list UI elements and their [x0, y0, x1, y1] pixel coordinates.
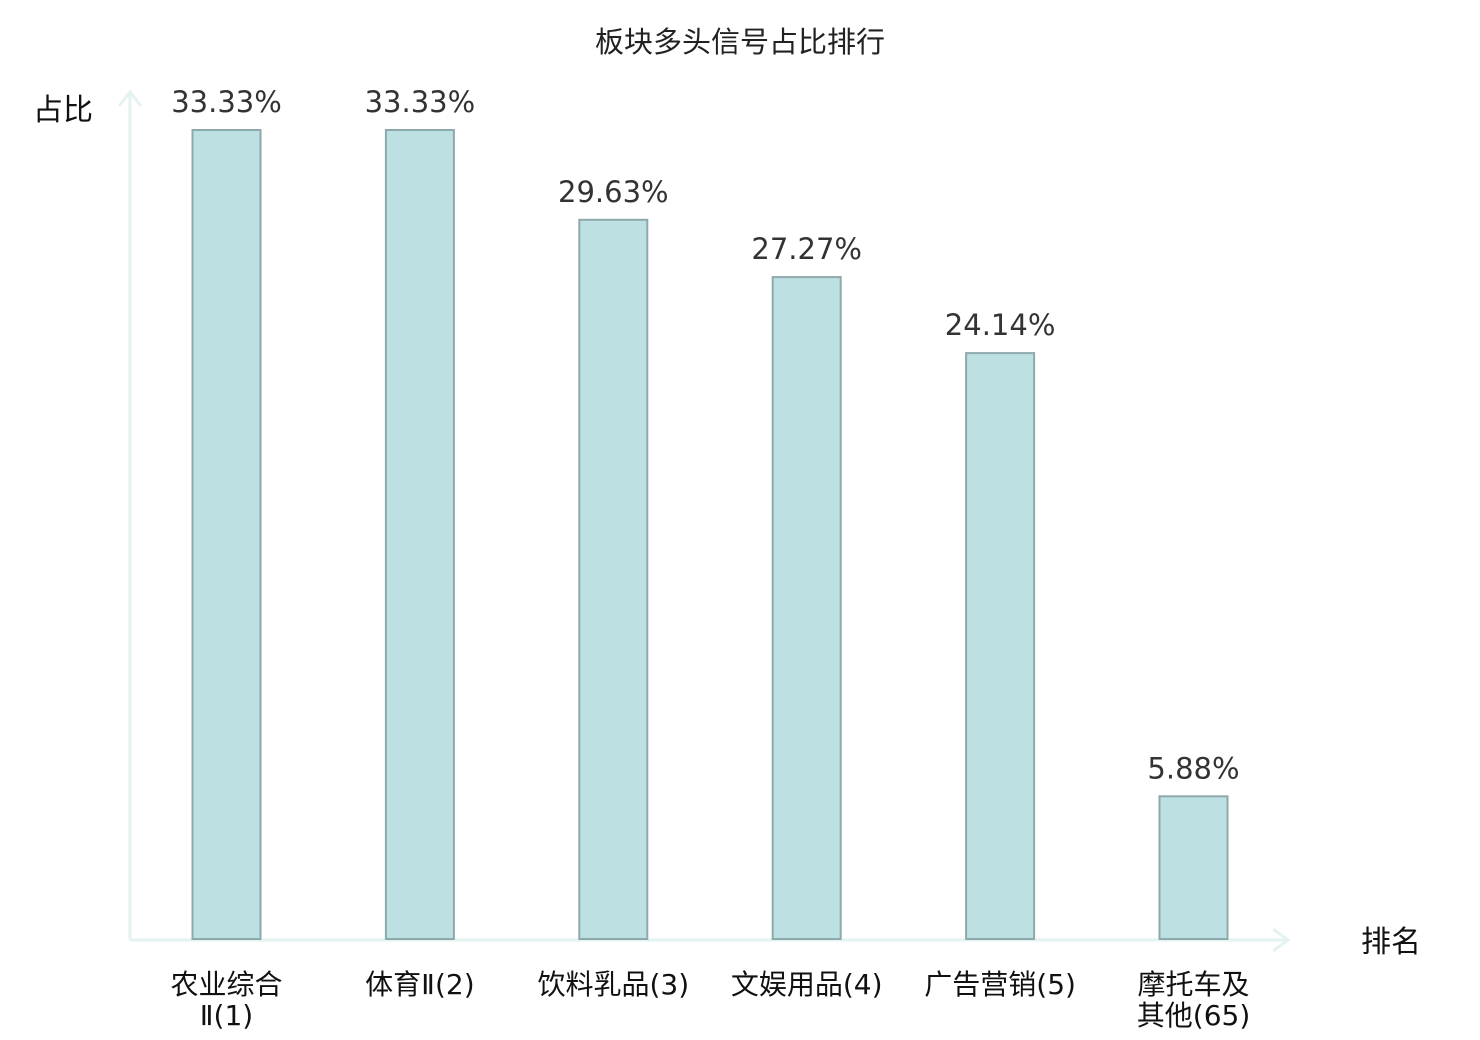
bar-2 [384, 129, 455, 940]
category-label-1-line-1: 农业综合 [170, 968, 282, 1001]
value-labels-group: 33.33% 33.33% 29.63% 27.27% 24.14% 5.88% [171, 85, 1239, 785]
value-label-2: 33.33% [365, 85, 476, 119]
bars-group [191, 129, 1229, 941]
bar-4 [771, 276, 842, 941]
value-label-4: 27.27% [751, 232, 862, 266]
x-axis-label: 排名 [1361, 925, 1421, 960]
value-label-3: 29.63% [558, 175, 669, 209]
chart-title: 板块多头信号占比排行 [595, 25, 885, 59]
bar-3 [578, 218, 649, 941]
y-axis-arrow-icon [117, 89, 143, 107]
category-label-6-line-1: 摩托车及 [1137, 968, 1249, 1001]
category-label-5: 广告营销(5) [924, 968, 1076, 1001]
value-label-5: 24.14% [945, 308, 1056, 342]
category-label-3: 饮料乳品(3) [537, 968, 689, 1001]
value-label-1: 33.33% [171, 85, 282, 119]
category-label-2: 体育Ⅱ(2) [365, 968, 474, 1001]
category-label-6-line-2: 其他(65) [1137, 999, 1251, 1032]
bar-5 [965, 352, 1036, 941]
x-axis-arrow-icon [1272, 927, 1291, 953]
axes [117, 89, 1291, 953]
y-axis-label: 占比 [33, 93, 93, 128]
category-label-1-line-2: Ⅱ(1) [200, 999, 253, 1032]
bar-6 [1158, 795, 1229, 940]
category-label-4: 文娱用品(4) [731, 968, 883, 1001]
bar-1 [191, 129, 262, 940]
value-label-6: 5.88% [1147, 751, 1239, 785]
